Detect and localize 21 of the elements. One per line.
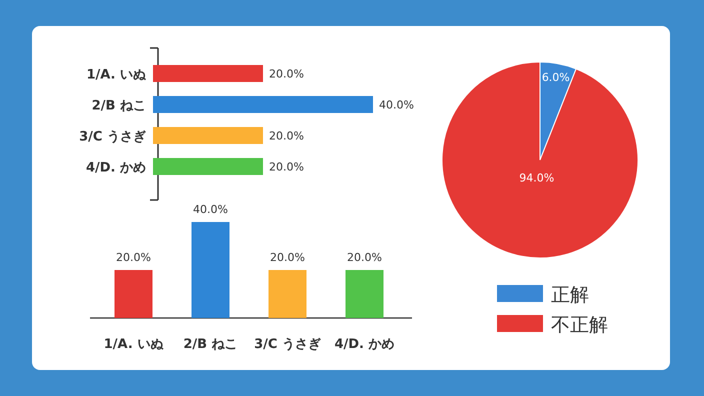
data-label: 20.0% — [270, 251, 305, 264]
x-tick-label: 4/D. かめ — [334, 337, 395, 352]
data-label: 94.0% — [519, 171, 554, 184]
y-tick-label: 2/B ねこ — [92, 98, 146, 114]
y-tick-label: 1/A. いぬ — [86, 68, 147, 82]
legend-label: 不正解 — [551, 314, 608, 336]
x-tick-label: 3/C うさぎ — [254, 337, 321, 352]
data-label: 40.0% — [193, 203, 228, 216]
data-label: 20.0% — [269, 160, 304, 174]
legend-label: 正解 — [551, 284, 589, 306]
data-label: 20.0% — [269, 68, 304, 80]
x-tick-label: 1/A. いぬ — [104, 337, 164, 352]
data-label: 40.0% — [379, 98, 414, 112]
y-tick-label: 4/D. かめ — [86, 160, 146, 176]
data-label: 20.0% — [347, 251, 382, 264]
y-tick-label: 3/C うさぎ — [79, 130, 146, 144]
data-label: 20.0% — [269, 130, 304, 142]
pie-slice — [442, 62, 638, 258]
x-tick-label: 2/B ねこ — [183, 337, 238, 352]
data-label: 20.0% — [116, 251, 151, 264]
data-label: 6.0% — [542, 71, 570, 84]
